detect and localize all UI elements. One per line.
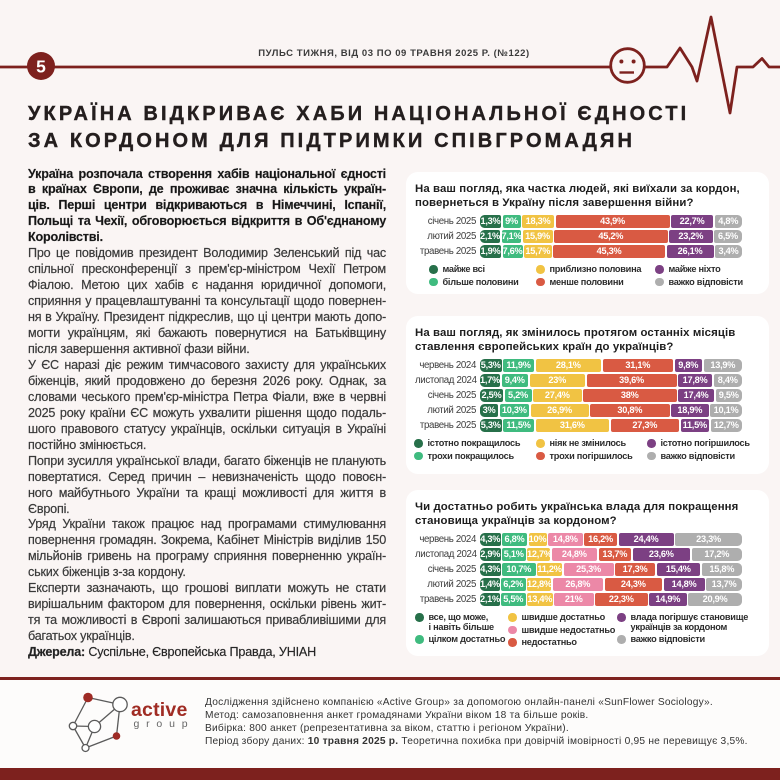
svg-text:5: 5 xyxy=(36,57,46,77)
